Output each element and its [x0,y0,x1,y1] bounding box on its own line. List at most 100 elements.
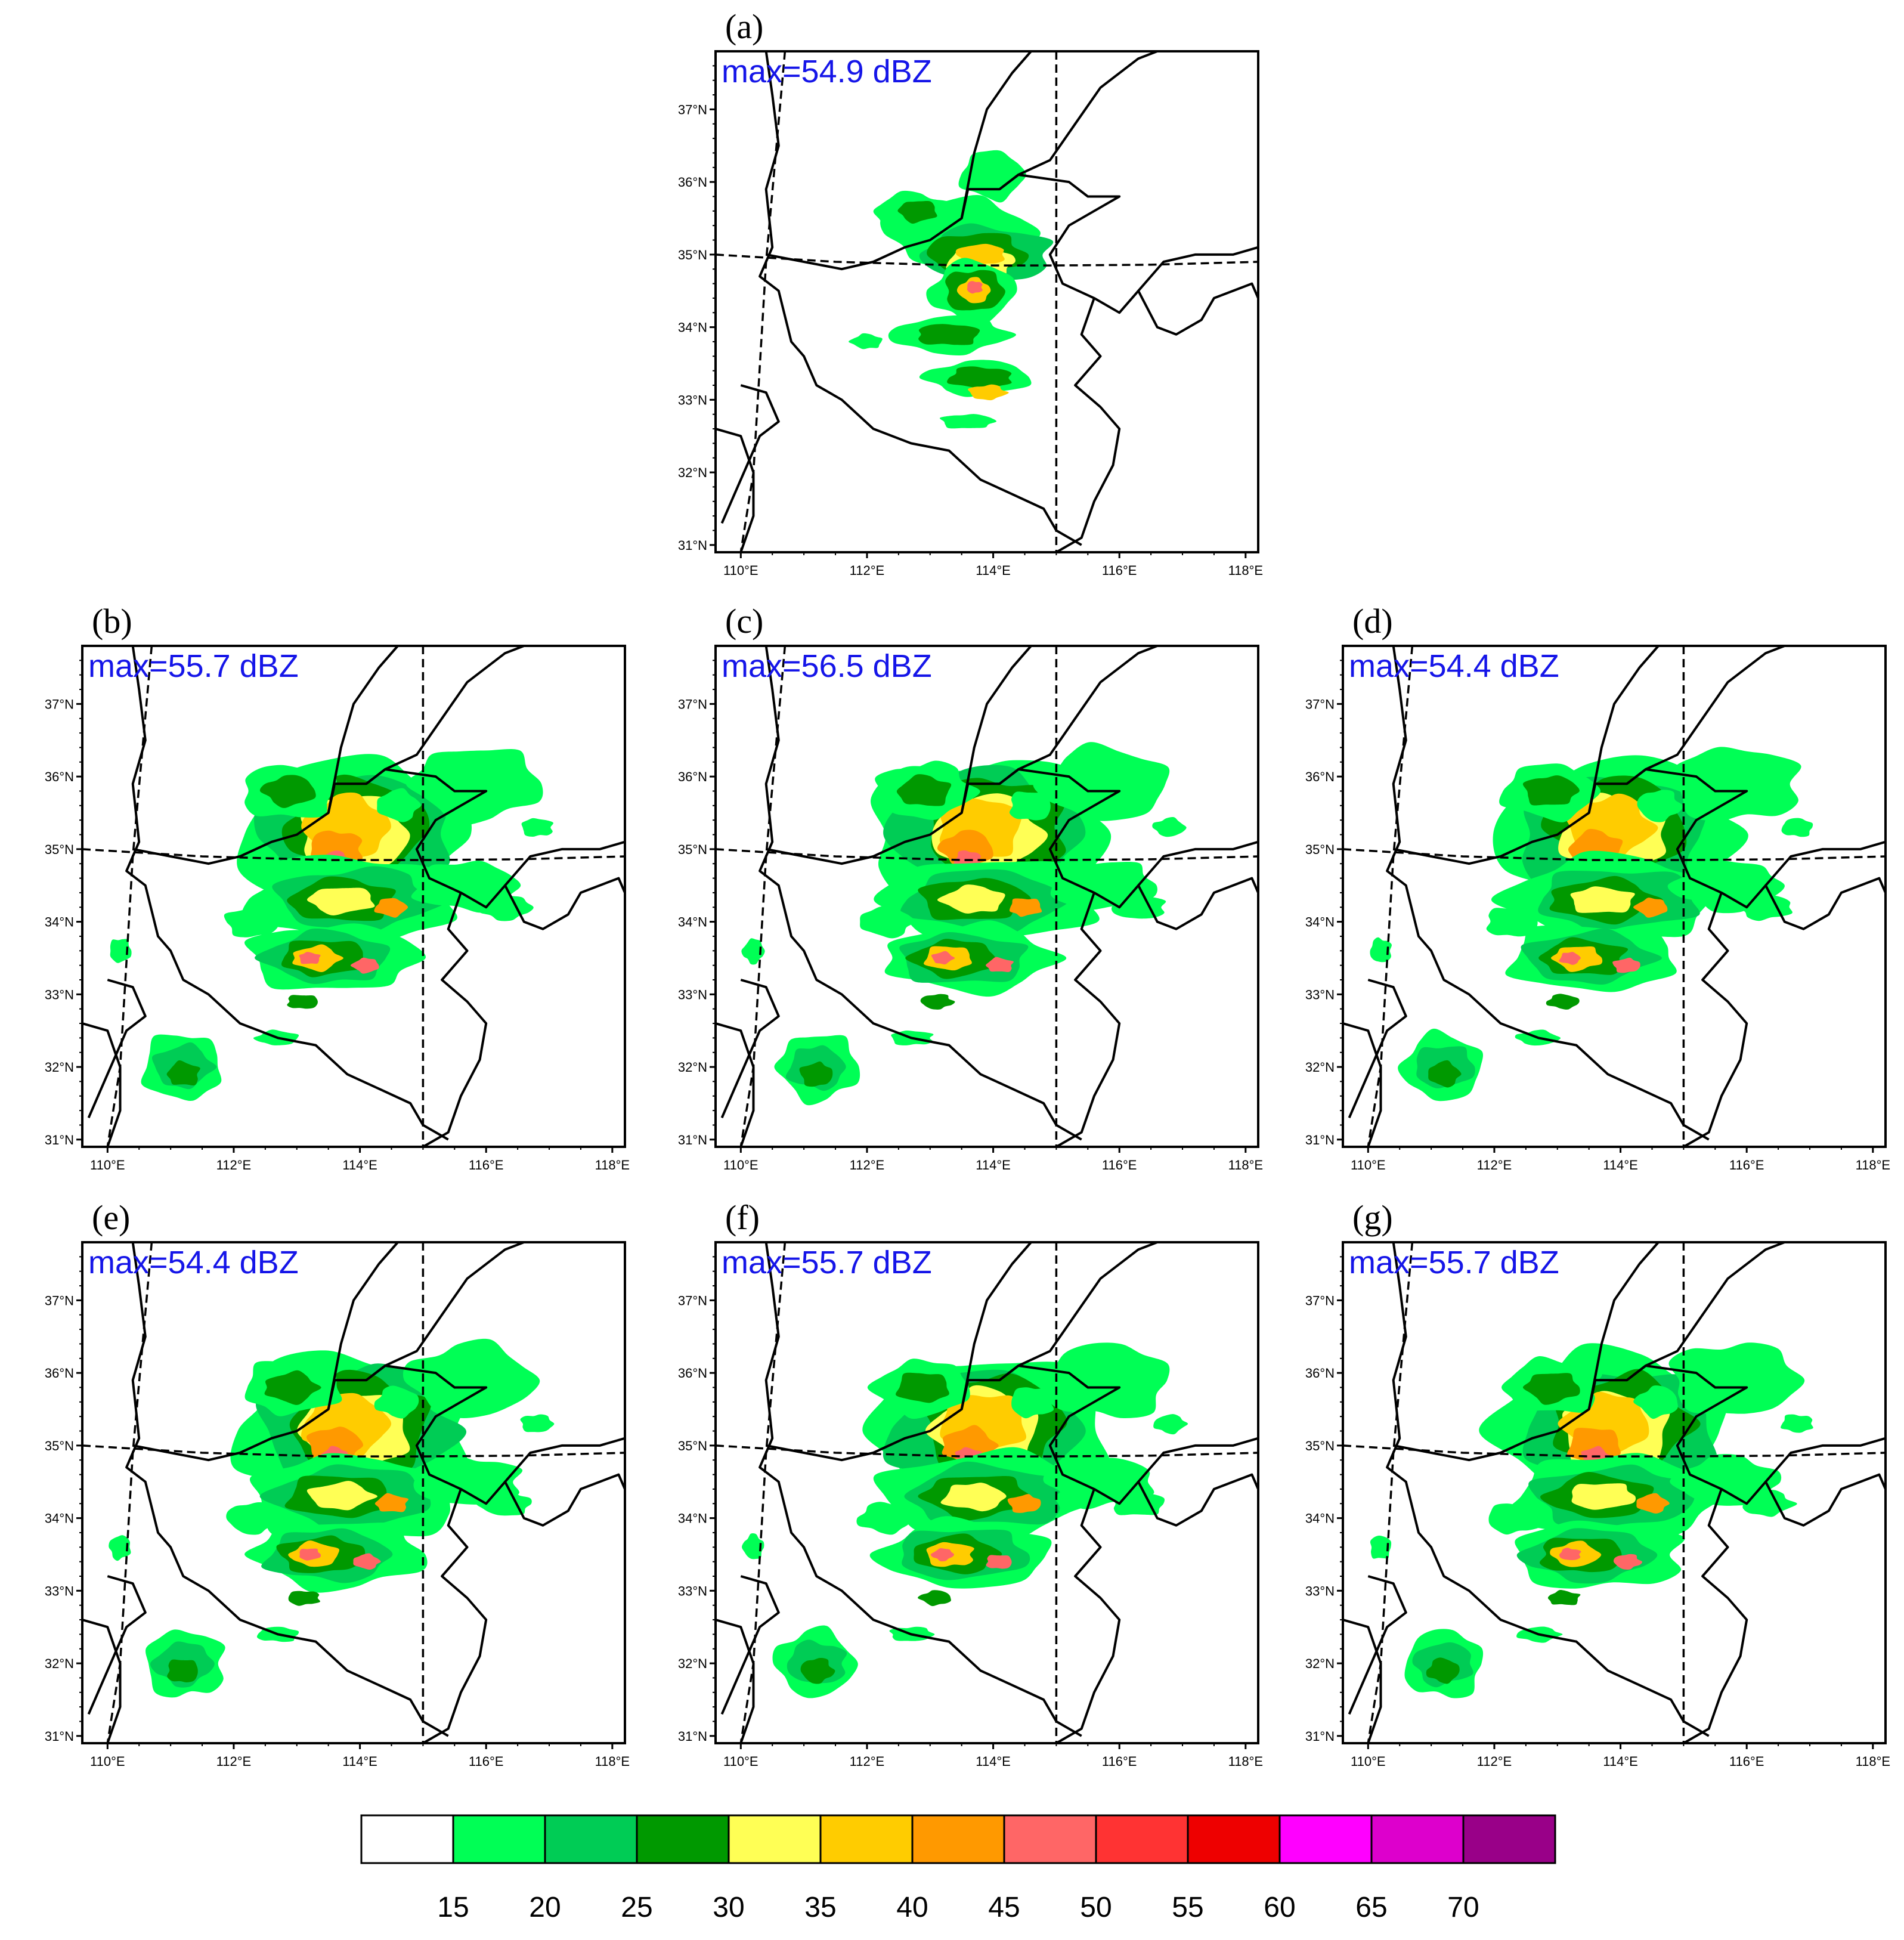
echo-cell [986,1555,1012,1569]
echo-cell [288,1591,321,1606]
colorbar-swatch [544,1814,638,1864]
echo-cell [353,1553,381,1570]
x-tick-label: 112°E [216,1158,252,1172]
echo-cell [1033,742,1170,821]
province-border [1348,1575,1407,1715]
y-tick-label: 35°N [1305,842,1335,857]
y-tick-label: 31°N [45,1729,74,1744]
province-border [1683,892,1748,1147]
province-border [998,646,1158,785]
plot-frame [81,645,626,1148]
province-border [998,1242,1158,1381]
colorbar-label: 45 [988,1892,1020,1923]
province-border [720,1575,780,1715]
echo-cell [1570,886,1635,913]
y-tick-label: 33°N [1305,1583,1335,1598]
y-tick-label: 35°N [678,1438,707,1453]
reference-parallel [716,1444,1258,1458]
panel-c: 110°E 112°E 114°E 116°E 118°E 31°N 32°N 33°N 34°… [678,602,1263,1172]
echo-cell [939,414,997,429]
colorbar-swatch [360,1814,454,1864]
colorbar-swatch [1003,1814,1097,1864]
province-border [327,646,399,813]
colorbar-swatch [1095,1814,1189,1864]
y-tick-label: 31°N [678,1729,707,1744]
echo-cell [1670,1454,1782,1506]
echo-cell [1488,1503,1542,1535]
y-tick-label: 36°N [678,1366,707,1381]
echo-cell [110,939,132,963]
echo-cell [1673,747,1801,821]
colorbar-swatch [1187,1814,1281,1864]
echo-cell [1428,1060,1462,1088]
colorbar-label: 70 [1447,1892,1479,1923]
echo-cell [1370,1535,1392,1559]
province-border [1137,246,1258,292]
echo-cell [307,1481,378,1511]
echo-cell [1781,1414,1813,1433]
y-tick-label: 33°N [45,987,74,1002]
x-tick-label: 110°E [1351,1158,1386,1172]
province-border [504,1437,625,1483]
y-tick-label: 35°N [678,247,707,262]
x-tick-label: 110°E [90,1754,125,1769]
echo-cell [374,1385,419,1419]
y-tick-label: 37°N [678,697,707,711]
echo-cell [1633,1385,1678,1419]
x-tick-label: 118°E [595,1158,630,1172]
province-border [758,646,1082,1141]
colorbar: 15 20 25 30 35 40 45 50 55 60 65 70 [360,1814,1556,1923]
province-border [1764,1437,1886,1483]
reference-meridian [1367,1242,1414,1743]
echo-cell [405,748,543,826]
x-tick-label: 118°E [1228,1754,1264,1769]
province-border [720,384,780,524]
colorbar-swatch [911,1814,1005,1864]
echo-cell [287,995,318,1009]
echo-cell [1546,994,1580,1010]
plot-frame [81,1241,626,1744]
echo-cell [799,1061,833,1087]
reference-meridian [106,646,153,1147]
echo-cell [918,1590,951,1607]
max-reflectivity-label: max=54.9 dBZ [722,54,932,89]
x-tick-label: 110°E [723,1754,758,1769]
echo-cell [918,324,980,345]
province-border [1626,646,1785,785]
x-tick-label: 118°E [595,1754,630,1769]
echo-cell [1426,1657,1460,1684]
colorbar-label: 25 [621,1892,652,1923]
reflectivity-field [716,646,1258,1147]
echo-cell [167,1659,198,1683]
echo-cell [967,281,983,294]
y-tick-label: 32°N [678,1060,707,1075]
y-tick-label: 31°N [678,538,707,553]
echo-cell [986,957,1014,972]
colorbar-swatch [1370,1814,1465,1864]
panel-e: 110°E 112°E 114°E 116°E 118°E 31°N 32°N 33°N 34°… [45,1198,630,1769]
x-tick-label: 112°E [850,1158,885,1172]
reference-meridian [1367,646,1414,1147]
colorbar-swatch [727,1814,822,1864]
y-tick-label: 33°N [678,392,707,407]
colorbar-swatch [819,1814,914,1864]
colorbar-swatch [636,1814,730,1864]
province-border [365,646,525,785]
x-tick-label: 116°E [1102,1754,1137,1769]
province-border [1137,840,1258,887]
echo-cell [896,1372,949,1403]
x-tick-label: 118°E [1228,563,1264,578]
province-border [365,1242,525,1381]
max-reflectivity-label: max=55.7 dBZ [722,1245,932,1280]
max-reflectivity-label: max=55.7 dBZ [88,648,299,684]
province-border [766,768,1258,930]
x-tick-label: 114°E [976,1158,1011,1172]
y-tick-label: 33°N [1305,987,1335,1002]
province-border [327,1242,399,1410]
x-tick-label: 116°E [469,1754,504,1769]
max-reflectivity-label: max=54.4 dBZ [1349,648,1559,684]
plot-frame [714,50,1259,553]
x-tick-label: 116°E [469,1158,504,1172]
province-border [1587,646,1660,813]
